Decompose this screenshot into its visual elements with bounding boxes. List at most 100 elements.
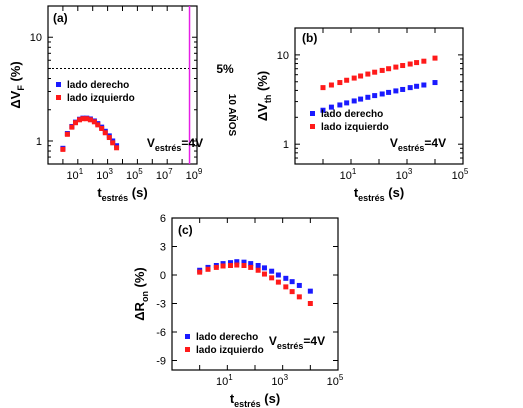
data-point xyxy=(95,122,101,128)
y-axis-label: ΔVF (%) xyxy=(8,61,26,108)
x-axis-label-main: t xyxy=(354,185,359,200)
x-tick-label: 107 xyxy=(156,167,173,182)
stress-annotation-tail: =4V xyxy=(303,334,325,348)
panel-tag: (b) xyxy=(302,31,317,45)
data-point xyxy=(407,85,413,91)
x-tick-label-exp: 7 xyxy=(168,167,173,176)
x-axis-label: testrés (s) xyxy=(97,185,147,203)
data-point xyxy=(261,271,267,277)
x-axis-label: testrés (s) xyxy=(230,391,280,408)
x-tick-label-base: 10 xyxy=(327,376,339,388)
y-axis-label-tail: (%) xyxy=(8,61,23,85)
x-tick-label-base: 10 xyxy=(156,170,168,182)
data-point xyxy=(400,63,406,69)
x-tick-label-base: 10 xyxy=(396,170,408,182)
data-point xyxy=(197,269,203,275)
data-point xyxy=(365,94,371,100)
series-lado-izquierdo xyxy=(320,55,438,91)
data-point xyxy=(337,102,343,108)
x-tick-label-base: 10 xyxy=(340,170,352,182)
x-tick-label-exp: 1 xyxy=(352,167,357,176)
data-point xyxy=(102,130,108,136)
legend-marker xyxy=(310,124,315,129)
data-point xyxy=(407,61,413,67)
data-point xyxy=(432,80,438,86)
stress-annotation-sub: estrés xyxy=(155,143,182,153)
y-axis-label: ΔRon (%) xyxy=(132,267,150,321)
x-tick-label-base: 10 xyxy=(96,170,108,182)
data-point xyxy=(60,146,66,152)
x-tick-label: 105 xyxy=(126,167,143,182)
series-lado-izquierdo xyxy=(60,116,120,152)
data-point xyxy=(248,264,254,270)
series-lado-derecho xyxy=(197,259,313,294)
data-point xyxy=(213,264,219,270)
stress-annotation-main: V xyxy=(147,136,155,150)
data-point xyxy=(296,294,302,300)
data-point xyxy=(320,107,326,113)
data-point xyxy=(283,275,289,281)
y-tick-label: -9 xyxy=(156,356,166,368)
y-axis-label-main: ΔV xyxy=(255,103,270,121)
data-point xyxy=(114,145,120,151)
legend-label: lado izquierdo xyxy=(321,122,389,133)
data-point xyxy=(358,96,364,102)
x-tick-label-exp: 5 xyxy=(138,167,143,176)
x-tick-label: 101 xyxy=(66,167,83,182)
x-tick-label-base: 10 xyxy=(216,376,228,388)
x-axis-label-tail: (s) xyxy=(385,185,405,200)
x-axis-label-main: t xyxy=(97,185,102,200)
x-axis-label-main: t xyxy=(230,391,235,406)
legend-marker xyxy=(185,334,190,339)
legend-marker xyxy=(310,111,315,116)
data-point xyxy=(72,120,78,126)
x-tick-label-base: 10 xyxy=(126,170,138,182)
stress-annotation: Vestrés=4V xyxy=(269,334,325,351)
y-axis-label-main: ΔV xyxy=(8,90,23,108)
stress-annotation-tail: =4V xyxy=(424,136,446,150)
data-point xyxy=(227,260,233,266)
legend-label: lado izquierdo xyxy=(196,345,264,356)
data-point xyxy=(393,88,399,94)
data-point xyxy=(91,119,97,125)
data-point xyxy=(248,261,254,267)
data-point xyxy=(328,82,334,88)
data-point xyxy=(283,284,289,290)
data-point xyxy=(372,93,378,99)
x-axis-label-sub: estrés xyxy=(358,193,385,203)
stress-annotation-tail: =4V xyxy=(181,136,203,150)
data-point xyxy=(275,272,281,278)
legend-marker xyxy=(56,95,61,100)
y-axis-label-sub: F xyxy=(16,85,26,91)
data-point xyxy=(227,263,233,268)
data-point xyxy=(234,259,240,265)
data-point xyxy=(80,116,86,122)
y-tick-label: 6 xyxy=(160,213,166,225)
data-point xyxy=(220,263,226,269)
data-point xyxy=(106,135,112,141)
data-point xyxy=(358,73,364,79)
data-point xyxy=(289,289,295,295)
y-axis-label-sub: on xyxy=(140,291,150,302)
data-point xyxy=(414,60,420,66)
data-point xyxy=(241,263,247,268)
x-tick-label: 101 xyxy=(340,167,357,182)
data-point xyxy=(76,117,82,123)
data-point xyxy=(320,85,326,91)
stress-annotation: Vestrés=4V xyxy=(147,136,203,153)
x-tick-label-base: 10 xyxy=(186,170,198,182)
x-axis-label: testrés (s) xyxy=(354,185,404,203)
data-point xyxy=(275,279,281,285)
x-axis-label-sub: estrés xyxy=(234,399,261,408)
data-point xyxy=(351,75,357,81)
x-tick-label-base: 10 xyxy=(66,170,78,182)
series-lado-derecho xyxy=(320,80,438,113)
x-tick-label-base: 10 xyxy=(271,376,283,388)
data-point xyxy=(344,100,350,106)
x-tick-label: 103 xyxy=(96,167,113,182)
x-tick-label: 105 xyxy=(452,167,469,182)
data-point xyxy=(379,91,385,97)
stress-annotation-sub: estrés xyxy=(277,341,304,351)
x-tick-label-exp: 9 xyxy=(198,167,203,176)
